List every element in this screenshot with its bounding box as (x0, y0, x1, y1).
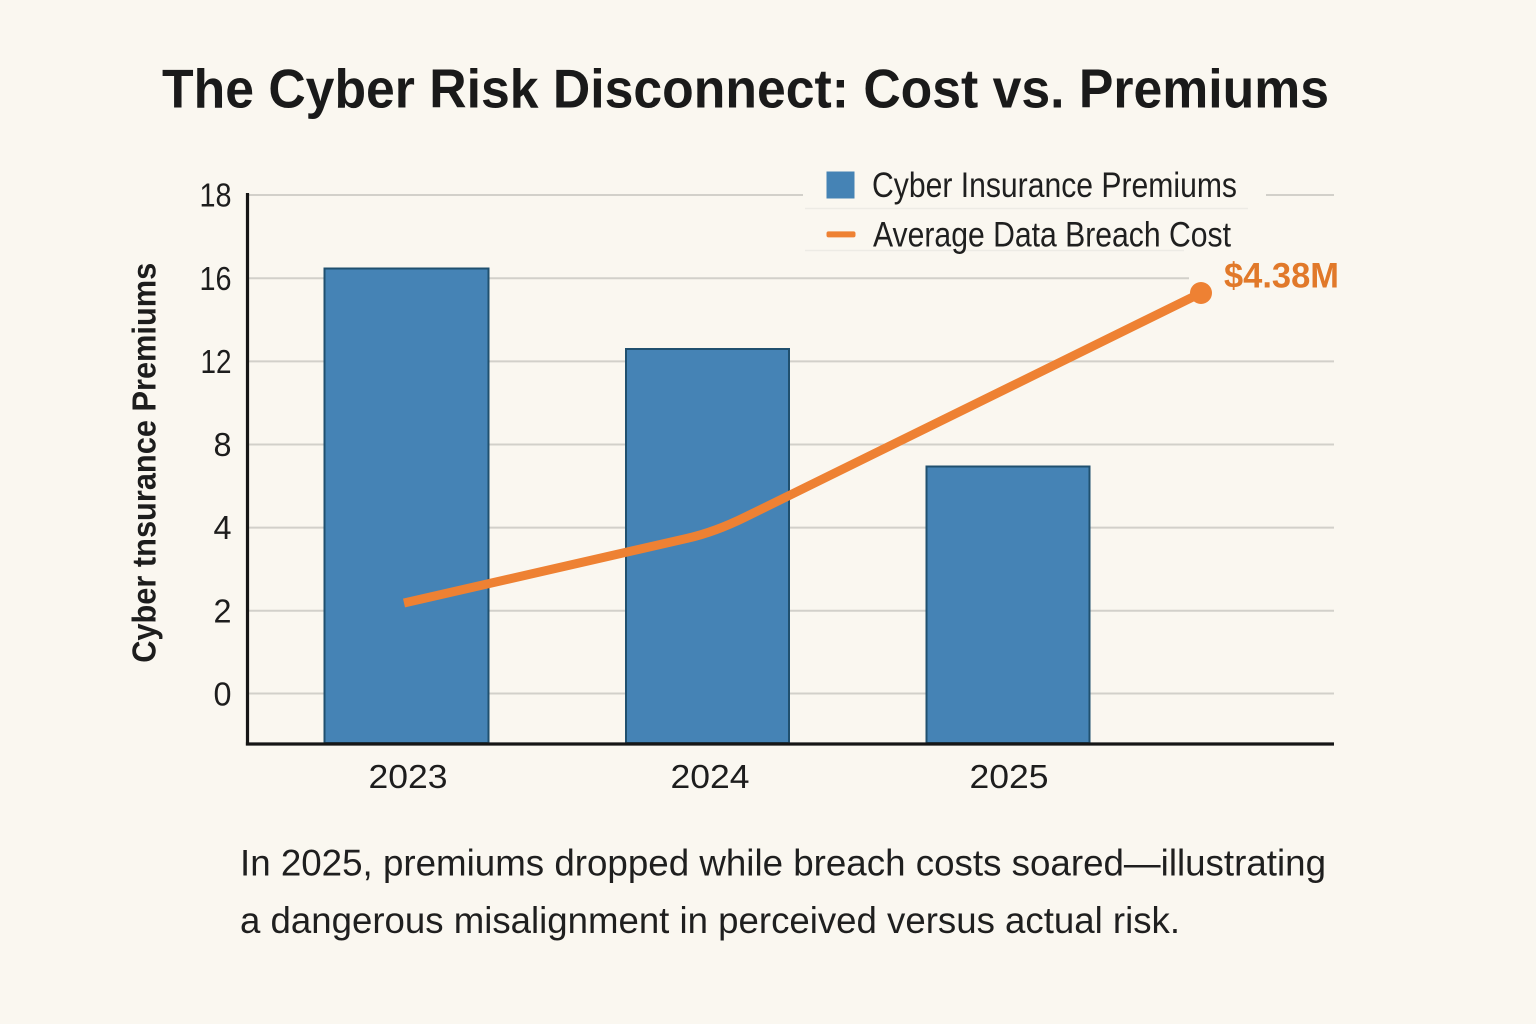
svg-text:2024: 2024 (671, 758, 750, 795)
svg-text:Cyber tnsurance Premiums: Cyber tnsurance Premiums (126, 263, 163, 663)
svg-text:0: 0 (214, 676, 232, 713)
svg-text:12: 12 (201, 343, 232, 380)
svg-text:4: 4 (214, 509, 232, 546)
svg-text:2025: 2025 (970, 758, 1049, 795)
svg-text:$4.38M: $4.38M (1224, 257, 1339, 296)
svg-text:2023: 2023 (369, 758, 448, 795)
svg-text:8: 8 (214, 426, 232, 463)
svg-text:a dangerous misalignment in pe: a dangerous misalignment in perceived ve… (240, 900, 1180, 941)
svg-text:The Cyber Risk Disconnect: Cos: The Cyber Risk Disconnect: Cost vs. Prem… (162, 58, 1329, 120)
svg-text:Average Data Breach Cost: Average Data Breach Cost (873, 216, 1231, 255)
svg-text:Cyber Insurance Premiums: Cyber Insurance Premiums (872, 166, 1237, 205)
svg-text:2: 2 (214, 592, 232, 629)
svg-text:18: 18 (200, 177, 232, 214)
svg-text:In 2025, premiums dropped whil: In 2025, premiums dropped while breach c… (240, 842, 1326, 883)
svg-text:16: 16 (200, 260, 232, 297)
